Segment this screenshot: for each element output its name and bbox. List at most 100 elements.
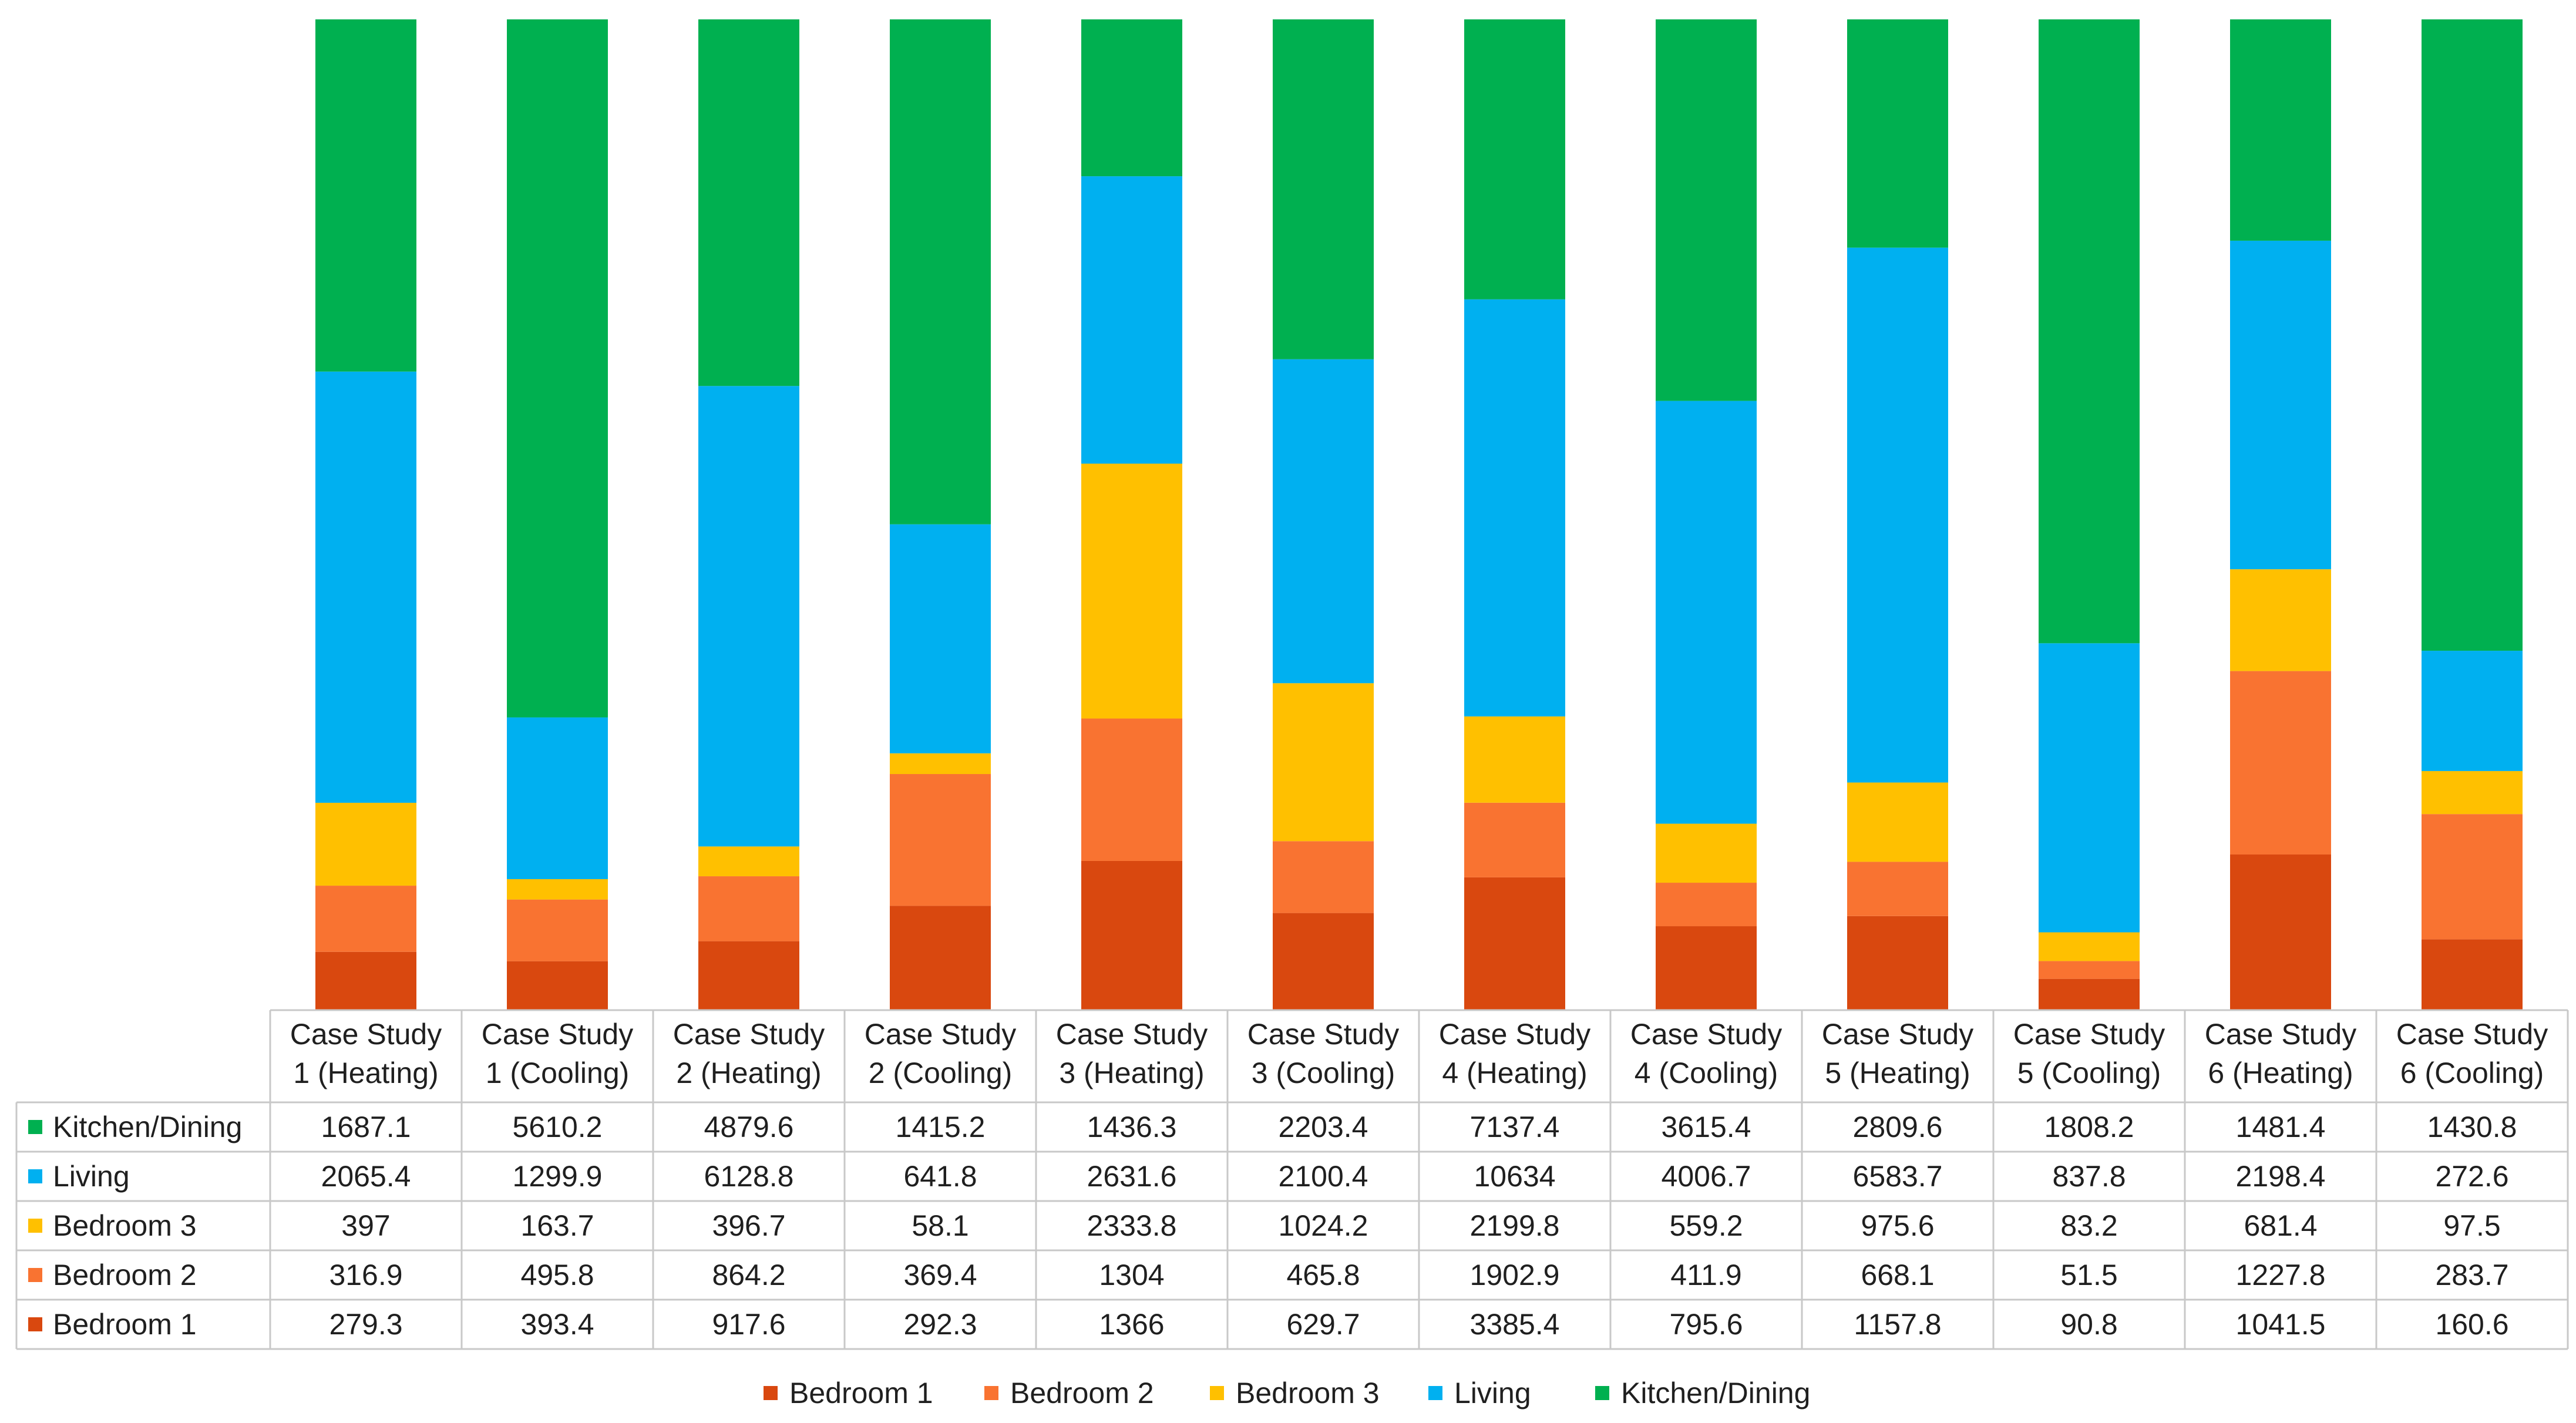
bar-kitchen-dining-9 [1847,19,1948,248]
bar-bedroom-2-2 [507,899,608,961]
bar-bedroom-2-3 [698,876,799,941]
table-cell-living-10: 837.8 [2052,1160,2126,1193]
bar-kitchen-dining-7 [1464,19,1565,300]
bars-layer [315,19,2523,1010]
bar-living-6 [1273,359,1374,684]
bar-bedroom-1-1 [315,951,416,1010]
bar-bedroom-3-1 [315,802,416,886]
table-cell-bedroom-2-8: 411.9 [1670,1259,1741,1291]
category-label-9-line-1: Case Study [1822,1018,1973,1051]
bar-living-9 [1847,247,1948,783]
bar-bedroom-2-9 [1847,862,1948,916]
table-cell-bedroom-1-12: 160.6 [2435,1308,2508,1341]
category-label-4-line-1: Case Study [865,1018,1016,1051]
bar-living-2 [507,717,608,879]
table-cell-bedroom-1-7: 3385.4 [1470,1308,1560,1341]
table-cell-bedroom-2-5: 1304 [1099,1259,1164,1291]
category-label-11-line-1: Case Study [2205,1018,2356,1051]
table-cell-bedroom-2-10: 51.5 [2060,1259,2117,1291]
table-cell-bedroom-2-7: 1902.9 [1470,1259,1560,1291]
table-row-label-kitchen-dining: Kitchen/Dining [53,1111,242,1143]
bar-bedroom-2-10 [2039,961,2140,979]
legend-label-bedroom-2: Bedroom 2 [1010,1377,1154,1409]
table-cell-living-5: 2631.6 [1087,1160,1177,1193]
table-cell-bedroom-3-6: 1024.2 [1279,1209,1368,1242]
category-label-12-line-2: 6 (Cooling) [2400,1057,2544,1089]
table-cell-bedroom-1-3: 917.6 [712,1308,785,1341]
category-label-8-line-1: Case Study [1630,1018,1782,1051]
bar-living-12 [2422,651,2523,771]
table-cell-kitchen-dining-12: 1430.8 [2427,1111,2517,1143]
table-cell-bedroom-1-1: 279.3 [329,1308,402,1341]
bar-living-4 [890,524,991,753]
table-cell-kitchen-dining-10: 1808.2 [2044,1111,2134,1143]
bar-living-7 [1464,299,1565,716]
bar-bedroom-2-1 [315,886,416,952]
table-cell-bedroom-2-11: 1227.8 [2236,1259,2326,1291]
bar-kitchen-dining-4 [890,19,991,524]
bar-bedroom-2-4 [890,773,991,906]
bar-kitchen-dining-10 [2039,19,2140,644]
table-cell-bedroom-2-1: 316.9 [329,1259,402,1291]
table-cell-bedroom-1-11: 1041.5 [2236,1308,2326,1341]
bar-bedroom-3-6 [1273,683,1374,842]
table-cell-bedroom-2-4: 369.4 [903,1259,977,1291]
bar-bedroom-2-7 [1464,802,1565,877]
table-cell-bedroom-3-11: 681.4 [2244,1209,2317,1242]
table-cell-living-9: 6583.7 [1853,1160,1943,1193]
table-cell-living-7: 10634 [1474,1160,1555,1193]
category-label-4-line-2: 2 (Cooling) [869,1057,1013,1089]
bar-bedroom-1-3 [698,941,799,1010]
legend-key-bedroom-2 [984,1386,998,1400]
bar-bedroom-3-10 [2039,932,2140,961]
table-cell-bedroom-3-10: 83.2 [2060,1209,2117,1242]
table-cell-living-12: 272.6 [2435,1160,2508,1193]
bar-bedroom-3-12 [2422,771,2523,815]
table-key-bedroom-1 [28,1317,42,1331]
bar-bedroom-3-9 [1847,782,1948,862]
table-cell-bedroom-2-3: 864.2 [712,1259,785,1291]
category-label-1-line-2: 1 (Heating) [293,1057,438,1089]
bar-bedroom-1-6 [1273,913,1374,1010]
bar-bedroom-3-11 [2230,569,2331,671]
bar-kitchen-dining-6 [1273,19,1374,359]
category-label-7-line-1: Case Study [1439,1018,1590,1051]
category-label-5-line-1: Case Study [1056,1018,1208,1051]
table-cell-bedroom-3-8: 559.2 [1669,1209,1743,1242]
bar-kitchen-dining-12 [2422,19,2523,651]
category-label-2-line-2: 1 (Cooling) [486,1057,630,1089]
bar-bedroom-3-7 [1464,716,1565,803]
bar-kitchen-dining-5 [1081,19,1182,177]
category-label-10-line-1: Case Study [2013,1018,2165,1051]
table-cell-bedroom-3-7: 2199.8 [1470,1209,1560,1242]
table-cell-bedroom-1-6: 629.7 [1286,1308,1360,1341]
bar-kitchen-dining-11 [2230,19,2331,241]
bar-bedroom-2-12 [2422,814,2523,940]
bar-living-11 [2230,240,2331,570]
table-cell-bedroom-3-9: 975.6 [1861,1209,1934,1242]
table-cell-living-11: 2198.4 [2236,1160,2326,1193]
table-cell-kitchen-dining-6: 2203.4 [1279,1111,1368,1143]
bar-bedroom-2-11 [2230,671,2331,855]
category-label-11-line-2: 6 (Heating) [2208,1057,2353,1089]
table-cell-living-8: 4006.7 [1662,1160,1751,1193]
table-row-label-living: Living [53,1160,130,1193]
data-table: Case Study 1 (Heating) Case Study 1 (Coolin… [15,1009,2569,1350]
table-cell-kitchen-dining-8: 3615.4 [1662,1111,1751,1143]
bar-bedroom-1-11 [2230,855,2331,1010]
table-cell-bedroom-2-9: 668.1 [1861,1259,1934,1291]
bar-bedroom-1-2 [507,961,608,1010]
table-cell-bedroom-2-2: 495.8 [520,1259,594,1291]
legend-label-kitchen-dining: Kitchen/Dining [1621,1377,1810,1409]
table-cell-bedroom-3-2: 163.7 [520,1209,594,1242]
category-label-2-line-1: Case Study [482,1018,633,1051]
table-cell-living-3: 6128.8 [704,1160,794,1193]
category-label-1-line-1: Case Study [290,1018,442,1051]
table-cell-living-1: 2065.4 [321,1160,411,1193]
bar-living-1 [315,371,416,803]
bar-living-3 [698,386,799,847]
table-key-kitchen-dining [28,1120,42,1134]
table-cell-bedroom-3-4: 58.1 [912,1209,968,1242]
table-cell-kitchen-dining-5: 1436.3 [1087,1111,1177,1143]
